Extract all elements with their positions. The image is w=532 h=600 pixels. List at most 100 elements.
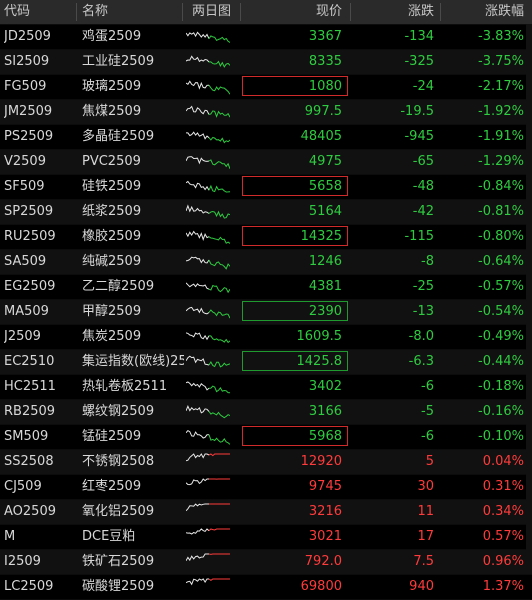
table-row[interactable]: JD2509 鸡蛋2509 3367 -134 -3.83%	[0, 25, 532, 50]
table-row[interactable]: EG2509 乙二醇2509 4381 -25 -0.57%	[0, 275, 532, 300]
table-row[interactable]: V2509 PVC2509 4975 -65 -1.29%	[0, 150, 532, 175]
sparkline-icon	[186, 575, 244, 599]
table-row[interactable]: SI2509 工业硅2509 8335 -325 -3.75%	[0, 50, 532, 75]
row-name: PVC2509	[82, 154, 141, 169]
table-row[interactable]: RU2509 橡胶2509 14325 -115 -0.80%	[0, 225, 532, 250]
table-row[interactable]: RB2509 螺纹钢2509 3166 -5 -0.16%	[0, 400, 532, 425]
row-change: -6	[421, 429, 434, 444]
row-name: 焦炭2509	[82, 329, 142, 344]
col-divider[interactable]	[182, 3, 183, 21]
row-change: -65	[412, 154, 434, 169]
price-alert-box	[242, 426, 348, 446]
col-divider[interactable]	[440, 3, 441, 21]
sparkline-icon	[186, 450, 244, 474]
sparkline-icon	[186, 350, 244, 374]
row-price: 69800	[300, 579, 342, 594]
col-header-code[interactable]: 代码	[4, 4, 31, 19]
table-row[interactable]: LC2509 碳酸锂2509 69800 940 1.37%	[0, 575, 532, 600]
sparkline-icon	[186, 300, 244, 324]
row-pct: 0.04%	[482, 454, 524, 469]
row-code: RB2509	[4, 404, 56, 419]
row-name: 锰硅2509	[82, 429, 142, 444]
row-change: -19.5	[400, 104, 434, 119]
table-row[interactable]: SA509 纯碱2509 1246 -8 -0.64%	[0, 250, 532, 275]
sparkline-icon	[186, 425, 244, 449]
sparkline-icon	[186, 100, 244, 124]
table-row[interactable]: SF509 硅铁2509 5658 -48 -0.84%	[0, 175, 532, 200]
sparkline-icon	[186, 75, 244, 99]
row-change: -48	[412, 179, 434, 194]
col-divider[interactable]	[240, 3, 241, 21]
row-code: J2509	[4, 329, 41, 344]
row-code: M	[4, 529, 16, 544]
row-code: SA509	[4, 254, 47, 269]
row-pct: -1.92%	[478, 104, 524, 119]
row-price: 3367	[308, 29, 342, 44]
row-price: 1425.8	[296, 354, 343, 369]
table-row[interactable]: PS2509 多晶硅2509 48405 -945 -1.91%	[0, 125, 532, 150]
row-pct: -0.16%	[478, 404, 524, 419]
row-pct: -3.75%	[478, 54, 524, 69]
row-code: LC2509	[4, 579, 54, 594]
row-pct: -0.10%	[478, 429, 524, 444]
row-pct: -1.91%	[478, 129, 524, 144]
row-pct: -0.64%	[478, 254, 524, 269]
row-change: -325	[404, 54, 434, 69]
table-row[interactable]: JM2509 焦煤2509 997.5 -19.5 -1.92%	[0, 100, 532, 125]
row-code: SP2509	[4, 204, 54, 219]
row-change: 7.5	[413, 554, 434, 569]
row-change: -8.0	[408, 329, 434, 344]
row-name: 碳酸锂2509	[82, 579, 155, 594]
row-name: 纸浆2509	[82, 204, 142, 219]
row-name: 铁矿石2509	[82, 554, 155, 569]
table-row[interactable]: SS2508 不锈钢2508 12920 5 0.04%	[0, 450, 532, 475]
col-header-name[interactable]: 名称	[82, 4, 109, 19]
sparkline-icon	[186, 525, 244, 549]
sparkline-icon	[186, 500, 244, 524]
row-change: -5	[421, 404, 434, 419]
row-name: 多晶硅2509	[82, 129, 155, 144]
col-header-spark[interactable]: 两日图	[192, 4, 232, 19]
col-header-pct[interactable]: 涨跌幅	[484, 4, 524, 19]
table-row[interactable]: SM509 锰硅2509 5968 -6 -0.10%	[0, 425, 532, 450]
row-pct: -0.57%	[478, 279, 524, 294]
table-row[interactable]: EC2510 集运指数(欧线)2510 1425.8 -6.3 -0.44%	[0, 350, 532, 375]
col-divider[interactable]	[350, 3, 351, 21]
scrollbar-track[interactable]	[526, 24, 532, 574]
row-price: 14325	[300, 229, 342, 244]
row-name: DCE豆粕	[82, 529, 136, 544]
quote-rows: JD2509 鸡蛋2509 3367 -134 -3.83% SI2509 工业硅2509 8…	[0, 25, 532, 600]
table-row[interactable]: J2509 焦炭2509 1609.5 -8.0 -0.49%	[0, 325, 532, 350]
row-code: FG509	[4, 79, 47, 94]
row-code: PS2509	[4, 129, 54, 144]
row-change: -13	[412, 304, 434, 319]
col-header-change[interactable]: 涨跌	[407, 4, 434, 19]
col-header-price[interactable]: 现价	[315, 4, 342, 19]
table-row[interactable]: AO2509 氧化铝2509 3216 11 0.34%	[0, 500, 532, 525]
price-alert-box	[242, 351, 348, 371]
row-price: 5968	[308, 429, 342, 444]
row-code: AO2509	[4, 504, 56, 519]
table-row[interactable]: CJ509 红枣2509 9745 30 0.31%	[0, 475, 532, 500]
row-name: 甲醇2509	[82, 304, 142, 319]
sparkline-icon	[186, 200, 244, 224]
row-code: EC2510	[4, 354, 55, 369]
row-code: SF509	[4, 179, 45, 194]
row-price: 1246	[308, 254, 342, 269]
table-row[interactable]: M DCE豆粕 3021 17 0.57%	[0, 525, 532, 550]
table-row[interactable]: SP2509 纸浆2509 5164 -42 -0.81%	[0, 200, 532, 225]
table-row[interactable]: MA509 甲醇2509 2390 -13 -0.54%	[0, 300, 532, 325]
table-row[interactable]: I2509 铁矿石2509 792.0 7.5 0.96%	[0, 550, 532, 575]
table-row[interactable]: HC2511 热轧卷板2511 3402 -6 -0.18%	[0, 375, 532, 400]
row-change: -134	[404, 29, 434, 44]
row-change: -945	[404, 129, 434, 144]
col-divider[interactable]	[76, 3, 77, 21]
table-row[interactable]: FG509 玻璃2509 1080 -24 -2.17%	[0, 75, 532, 100]
row-name: 纯碱2509	[82, 254, 142, 269]
row-change: 5	[425, 454, 434, 469]
row-name: 橡胶2509	[82, 229, 142, 244]
row-code: SI2509	[4, 54, 50, 69]
row-change: -25	[412, 279, 434, 294]
row-code: EG2509	[4, 279, 56, 294]
row-pct: -0.84%	[478, 179, 524, 194]
